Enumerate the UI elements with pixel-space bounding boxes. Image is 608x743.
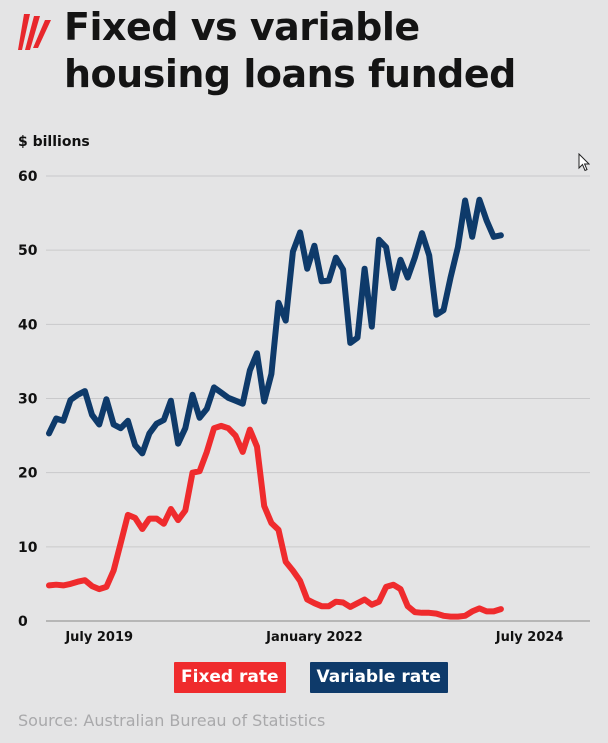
legend-variable-rate: Variable rate <box>309 662 448 693</box>
x-tick-label: July 2019 <box>64 630 133 645</box>
y-tick-label: 20 <box>18 466 38 482</box>
sbs-flame-logo-icon <box>18 14 51 50</box>
legend-fixed-rate: Fixed rate <box>174 662 286 693</box>
y-tick-label: 0 <box>18 614 28 630</box>
y-tick-label: 10 <box>18 540 38 556</box>
series-line-fixed-rate <box>46 422 504 620</box>
x-tick-label: July 2024 <box>495 630 564 645</box>
mouse-cursor-icon <box>578 153 590 172</box>
line-chart: 0 10 20 30 40 50 60 July 2019 January 2022 July 2… <box>18 169 590 645</box>
legend: Fixed rate Variable rate <box>174 662 448 693</box>
x-tick-label: January 2022 <box>265 630 362 645</box>
y-tick-label: 60 <box>18 169 38 185</box>
title-line-1: Fixed vs variable <box>64 5 420 49</box>
page-title: Fixed vs variable housing loans funded <box>64 4 594 98</box>
source-note: Source: Australian Bureau of Statistics <box>18 711 326 730</box>
y-axis-label: $ billions <box>18 134 90 150</box>
y-tick-label: 40 <box>18 317 38 333</box>
series-line-variable-rate <box>46 196 504 457</box>
y-tick-label: 50 <box>18 243 38 259</box>
title-line-2: housing loans funded <box>64 52 516 96</box>
y-tick-label: 30 <box>18 392 38 408</box>
